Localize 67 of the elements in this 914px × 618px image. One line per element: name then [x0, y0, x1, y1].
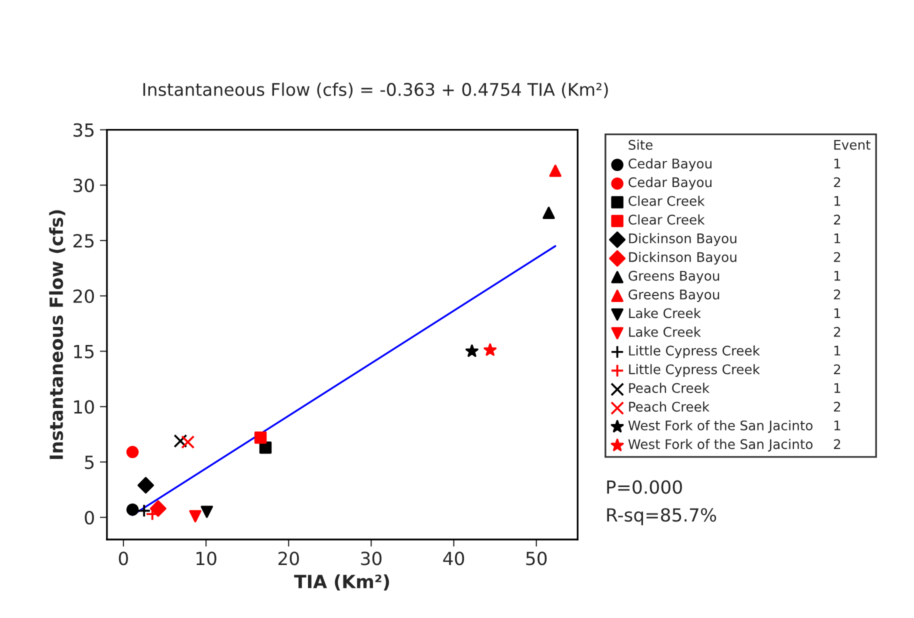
- text: 1: [834, 308, 840, 318]
- text: 1: [834, 196, 840, 206]
- legend-label: West Fork of the San Jacinto: [628, 420, 812, 433]
- text: 2: [834, 364, 840, 374]
- point: [200, 506, 213, 518]
- legend-label: Greens Bayou: [628, 289, 720, 302]
- point: [150, 500, 166, 517]
- point: [174, 434, 188, 448]
- point: [181, 435, 195, 449]
- text: Event: [834, 140, 870, 150]
- y-tick-label: 30: [74, 178, 94, 192]
- x-tick-label: 40: [443, 552, 464, 566]
- legend-label: Little Cypress Creek: [629, 364, 760, 377]
- y-tick-label: 15: [74, 344, 94, 358]
- x-tick-label: 0: [118, 552, 128, 566]
- x-tick-label: 30: [361, 552, 382, 566]
- legend-label: Dickinson Bayou: [629, 252, 736, 265]
- legend-label: Cedar Bayou: [628, 177, 712, 190]
- point: [484, 343, 497, 356]
- y-axis-title: Instantaneous Flow (cfs): [49, 210, 66, 459]
- text: 2: [834, 289, 840, 300]
- legend-label: Greens Bayou: [628, 270, 720, 284]
- chart-title: Instantaneous Flow (cfs) = -0.363 + 0.4754 TIA (Km²): [143, 82, 608, 98]
- legend-label: Cedar Bayou: [628, 158, 712, 172]
- x-tick-label: 20: [278, 552, 299, 566]
- text: 1: [834, 270, 840, 281]
- y-tick-label: 5: [85, 456, 94, 470]
- legend-label: Clear Creek: [628, 214, 705, 225]
- point: [465, 344, 478, 357]
- point: [137, 476, 154, 494]
- text: P=0.000: [607, 480, 682, 494]
- x-tick-label: 50: [526, 552, 547, 566]
- text: 1: [834, 234, 840, 244]
- legend-label: Lake Creek: [629, 326, 701, 337]
- legend-label: Lake Creek: [629, 308, 701, 318]
- text: 1: [834, 346, 840, 356]
- legend-label: Dickinson Bayou: [629, 233, 736, 246]
- y-tick-label: 0: [84, 510, 94, 524]
- legend-label: Clear Creek: [628, 196, 705, 206]
- text: 2: [834, 439, 840, 449]
- legend-label: Peach Creek: [629, 402, 710, 412]
- point: [126, 446, 139, 458]
- y-tick-label: 25: [73, 234, 94, 248]
- point: [189, 510, 202, 522]
- text: 2: [834, 252, 840, 262]
- legend-title: Site: [628, 140, 652, 150]
- legend-label: West Fork of the San Jacinto: [628, 438, 812, 452]
- x-tick-label: 10: [196, 552, 216, 566]
- y-tick-label: 35: [74, 123, 94, 137]
- text: 2: [834, 402, 840, 412]
- text: 1: [834, 383, 840, 393]
- x-axis-title: TIA (Km²): [294, 574, 389, 590]
- point: [254, 432, 267, 444]
- legend-label: Peach Creek: [629, 382, 710, 394]
- text: 1: [834, 420, 840, 430]
- y-tick-label: 20: [73, 289, 94, 304]
- text: 2: [834, 326, 840, 337]
- text: 1: [834, 158, 840, 168]
- legend-label: Little Cypress Creek: [629, 345, 760, 358]
- y-tick-label: 10: [74, 400, 94, 414]
- point: [137, 504, 151, 518]
- point: [126, 503, 139, 516]
- text: 2: [834, 177, 840, 188]
- text: 2: [834, 214, 840, 224]
- text: R-sq=85.7%: [607, 508, 716, 526]
- point: [549, 164, 562, 177]
- point: [542, 206, 555, 219]
